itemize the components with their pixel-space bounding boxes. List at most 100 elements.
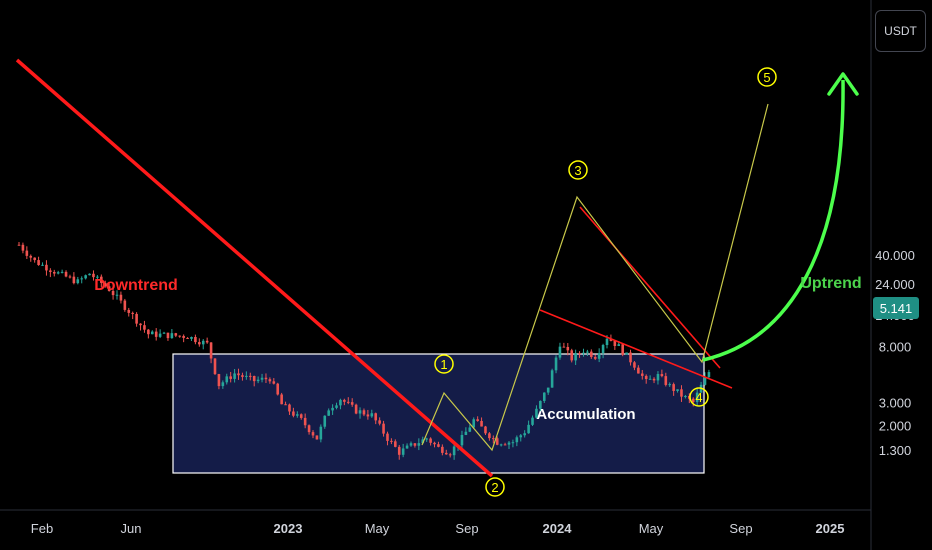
price-axis-tick: 8.000 <box>879 340 912 355</box>
candle-body <box>460 434 464 446</box>
uptrend-arrow <box>702 79 845 362</box>
candle-body <box>96 276 99 278</box>
price-axis-tick: 2.000 <box>879 419 912 434</box>
candle-body <box>248 375 252 377</box>
candle-body <box>472 419 476 428</box>
candle-body <box>609 338 613 341</box>
candle-body <box>276 383 280 395</box>
wave-marker-2: 2 <box>485 477 505 497</box>
candle-body <box>558 346 562 358</box>
candle-body <box>123 300 127 310</box>
wave-marker-4: 4 <box>689 387 709 407</box>
wave-marker-3: 3 <box>568 160 588 180</box>
candle-body <box>245 375 248 377</box>
candle-body <box>578 353 581 355</box>
candle-body <box>147 329 150 335</box>
candle-body <box>546 387 550 393</box>
candle-body <box>441 446 444 453</box>
candle-body <box>366 414 370 417</box>
candle-body <box>448 454 452 456</box>
candle-body <box>535 408 538 418</box>
candle-body <box>264 377 268 380</box>
candle-body <box>684 395 687 397</box>
candle-body <box>464 431 468 435</box>
candle-body <box>221 382 225 387</box>
candle-body <box>476 419 479 421</box>
candle-body <box>205 340 209 343</box>
candle-body <box>452 446 456 456</box>
candle-body <box>76 279 80 284</box>
current-price-value: 5.141 <box>880 301 913 316</box>
candle-body <box>72 276 76 284</box>
candle-body <box>644 375 648 380</box>
candle-body <box>198 342 201 345</box>
candle-body <box>605 338 609 346</box>
uptrend-label: Uptrend <box>800 275 861 292</box>
wedge-upper-line <box>579 206 721 369</box>
uptrend-arrow-head <box>827 72 859 96</box>
candle-body <box>633 362 636 368</box>
candle-body <box>358 410 362 414</box>
time-axis[interactable]: Feb Jun 2023 May Sep 2024 May Sep 2025 <box>31 521 845 536</box>
candle-body <box>390 440 393 442</box>
candle-body <box>41 264 44 266</box>
candle-body <box>323 415 327 427</box>
candle-body <box>601 345 605 354</box>
candle-body <box>331 407 334 411</box>
candle-body <box>707 372 711 378</box>
candle-body <box>378 420 381 424</box>
candle-body <box>315 435 319 440</box>
price-axis-tick: 3.000 <box>879 395 912 410</box>
candle-body <box>84 275 87 279</box>
candle-body <box>25 250 29 256</box>
candle-body <box>52 271 56 274</box>
candle-body <box>554 357 558 371</box>
candle-body <box>680 389 683 397</box>
downtrend-line <box>15 58 494 478</box>
candle-body <box>143 325 146 330</box>
candle-body <box>468 427 472 432</box>
candle-body <box>652 378 656 381</box>
candle-body <box>531 417 534 425</box>
downtrend-label: Downtrend <box>94 277 178 294</box>
candle-body <box>495 438 499 445</box>
candle-body <box>640 373 644 376</box>
candle-body <box>617 344 621 346</box>
accumulation-label: Accumulation <box>536 406 635 423</box>
candle-body <box>103 282 107 287</box>
candle-body <box>307 425 311 433</box>
candle-body <box>382 423 385 434</box>
candle-body <box>499 444 503 446</box>
accumulation-zone <box>172 353 705 474</box>
svg-text:4: 4 <box>695 390 702 405</box>
candle-body <box>570 350 574 361</box>
candle-body <box>111 290 115 296</box>
candle-body <box>597 353 601 359</box>
currency-button[interactable]: USDT <box>875 10 926 52</box>
time-axis-tick: Jun <box>121 521 142 536</box>
candle-body <box>150 331 154 335</box>
candle-body <box>299 414 303 418</box>
candle-body <box>648 378 652 380</box>
candle-body <box>582 352 585 354</box>
candle-body <box>527 424 530 434</box>
candle-body <box>629 352 632 363</box>
candle-body <box>252 376 256 382</box>
candle-body <box>354 404 358 414</box>
candlestick-series <box>17 241 711 460</box>
candle-body <box>201 340 205 345</box>
candle-body <box>703 377 707 385</box>
candle-body <box>49 270 52 272</box>
candle-body <box>217 374 221 387</box>
candle-body <box>17 244 21 246</box>
candle-body <box>586 351 589 353</box>
candle-body <box>64 271 68 277</box>
candle-body <box>590 351 593 357</box>
candle-body <box>405 445 409 449</box>
candle-body <box>260 377 264 380</box>
candle-body <box>339 399 342 406</box>
candle-body <box>319 426 323 440</box>
candle-body <box>166 332 170 339</box>
